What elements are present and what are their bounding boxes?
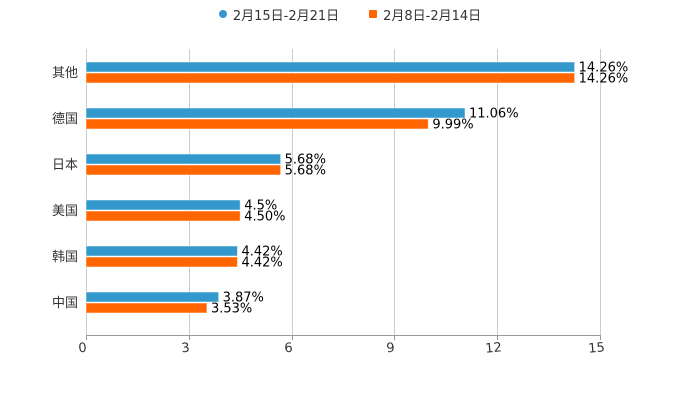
category-label: 美国: [52, 204, 78, 219]
category-label: 其他: [52, 66, 78, 81]
legend-label: 2月8日-2月14日: [383, 8, 482, 24]
data-label: 4.50%: [244, 210, 285, 225]
bar-series-2[interactable]: [85, 72, 576, 84]
chart-legend: 2月15日-2月21日 2月8日-2月14日: [0, 4, 700, 24]
bar-series-1[interactable]: [85, 199, 241, 211]
x-tick-label: 3: [181, 341, 191, 357]
x-tick-label: 6: [284, 341, 294, 357]
data-label: 5.68%: [285, 164, 326, 179]
bar-series-2[interactable]: [85, 302, 208, 314]
value-axis: 0 3 6 9 12 15: [78, 335, 606, 357]
category-label: 日本: [52, 158, 78, 173]
legend-circle-icon: [218, 10, 227, 18]
data-label: 14.26%: [579, 72, 629, 87]
x-tick-label: 9: [386, 341, 396, 357]
bar-series-2[interactable]: [85, 256, 238, 268]
data-label: 3.87%: [223, 291, 264, 306]
data-label: 3.53%: [211, 302, 252, 317]
x-tick-label: 15: [588, 340, 606, 356]
data-label: 11.06%: [469, 107, 519, 122]
bar-series-1[interactable]: [85, 61, 576, 73]
bars: 14.26%14.26% 11.06%9.99% 5.68%5.68% 4.5%4.5…: [85, 61, 629, 317]
data-label: 4.5%: [244, 199, 277, 214]
gridlines: [86, 49, 601, 335]
bar-series-2[interactable]: [85, 118, 429, 130]
data-label: 4.42%: [241, 256, 282, 271]
category-label: 韩国: [52, 250, 78, 265]
legend-square-icon: [369, 10, 378, 18]
x-tick-label: 0: [78, 341, 88, 357]
category-label: 德国: [52, 112, 78, 127]
bar-series-2[interactable]: [85, 210, 241, 222]
data-label: 4.42%: [241, 245, 282, 260]
category-label: 中国: [52, 296, 78, 311]
x-tick-label: 12: [485, 340, 503, 356]
bar-series-1[interactable]: [85, 245, 238, 257]
bar-series-1[interactable]: [85, 291, 220, 303]
data-label: 14.26%: [579, 61, 629, 76]
bar-series-1[interactable]: [85, 153, 282, 165]
legend-item-series-2[interactable]: 2月8日-2月14日: [369, 5, 481, 24]
bar-series-2[interactable]: [85, 164, 282, 176]
data-label: 9.99%: [432, 118, 473, 133]
bar-series-1[interactable]: [85, 107, 466, 119]
data-label: 5.68%: [285, 153, 326, 168]
legend-label: 2月15日-2月21日: [232, 8, 340, 24]
legend-item-series-1[interactable]: 2月15日-2月21日: [218, 5, 340, 24]
